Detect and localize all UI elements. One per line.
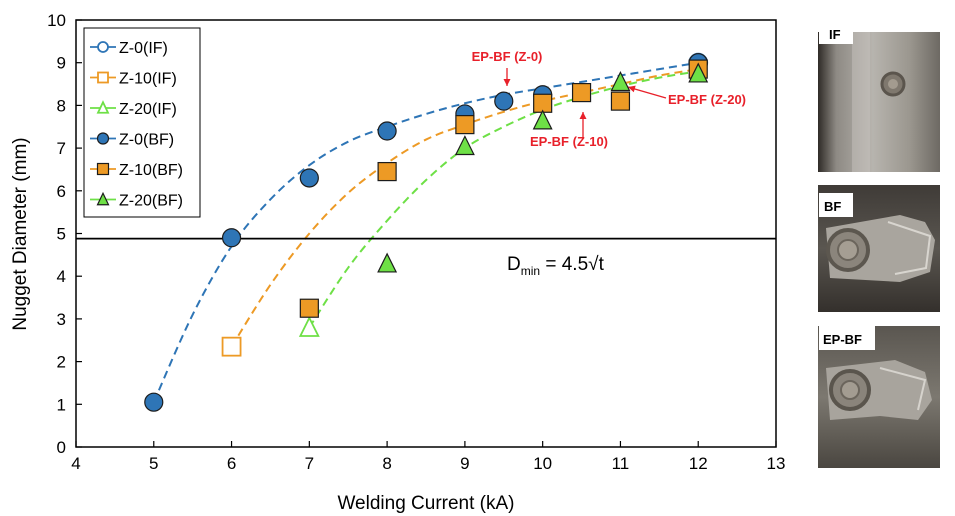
legend-marker	[96, 100, 110, 114]
x-tick-label: 8	[382, 454, 391, 473]
y-tick-label: 7	[57, 139, 66, 158]
annotation-label: EP-BF (Z-10)	[530, 134, 608, 149]
photo-bf-tear-edge	[887, 221, 932, 275]
data-point	[298, 315, 320, 337]
annotations: EP-BF (Z-0) EP-BF (Z-10) EP-BF (Z-20)	[472, 49, 746, 149]
y-tick-label: 5	[57, 225, 66, 244]
y-tick-label: 1	[57, 395, 66, 414]
legend-label: Z-20(BF)	[119, 193, 183, 210]
data-point	[532, 109, 553, 130]
data-point	[144, 392, 164, 412]
photo-panel: IF BF EP-BF	[818, 20, 940, 468]
photo-bf-nugget-core	[837, 239, 859, 261]
data-point	[610, 71, 631, 92]
x-tick-label: 7	[305, 454, 314, 473]
annotation-arrowhead	[628, 85, 636, 93]
y-tick-label: 3	[57, 310, 66, 329]
legend-marker	[96, 162, 110, 176]
data-point	[455, 115, 475, 135]
photo-if: IF	[818, 20, 940, 172]
photo-if-label: IF	[829, 27, 841, 42]
photo-bf-label-bg	[819, 193, 853, 217]
legend-marker	[96, 191, 110, 206]
photo-epbf-nugget-core	[840, 380, 860, 400]
legend-label: Z-10(IF)	[119, 71, 177, 88]
x-tick-label: 4	[71, 454, 80, 473]
dmin-label: Dmin = 4.5√t	[507, 254, 605, 278]
data-point	[221, 228, 242, 248]
photo-if-label-bg	[819, 20, 853, 44]
data-point	[299, 298, 319, 318]
legend-box	[83, 27, 201, 218]
y-tick-label: 0	[57, 438, 66, 457]
legend-marker	[97, 71, 109, 84]
y-tick-label: 8	[57, 96, 66, 115]
legend-label: Z-0(BF)	[119, 132, 174, 149]
x-tick-label: 6	[227, 454, 236, 473]
legend-marker	[96, 132, 110, 145]
photo-epbf-tear-edge	[879, 367, 927, 411]
legend-label: Z-10(BF)	[119, 162, 183, 179]
annotation-arrowhead	[579, 112, 587, 119]
data-point	[377, 252, 398, 273]
data-point	[571, 82, 592, 103]
annotation-label: EP-BF (Z-0)	[472, 49, 543, 64]
photo-if-image	[818, 32, 940, 172]
y-tick-label: 10	[47, 11, 66, 30]
photo-bf-label: BF	[824, 199, 841, 214]
x-axis-title: Welding Current (kA)	[337, 493, 514, 514]
photo-epbf-label-bg	[819, 326, 875, 350]
photo-epbf-label: EP-BF	[823, 332, 862, 347]
data-point	[688, 62, 709, 83]
y-tick-label: 9	[57, 54, 66, 73]
data-point	[610, 91, 631, 111]
y-tick-label: 4	[57, 267, 66, 286]
photo-if-highlight	[852, 32, 870, 172]
x-tick-label: 9	[460, 454, 469, 473]
data-point	[454, 135, 475, 156]
annotation-arrowhead	[503, 79, 511, 86]
data-markers	[144, 52, 709, 412]
data-point	[377, 161, 397, 182]
legend-label: Z-20(IF)	[119, 101, 177, 118]
x-tick-label: 11	[612, 454, 630, 473]
data-point	[299, 168, 319, 188]
photo-bf: BF	[818, 185, 940, 312]
y-axis-title: Nugget Diameter (mm)	[10, 137, 31, 330]
photo-epbf: EP-BF	[818, 326, 940, 468]
y-tick-label: 2	[57, 353, 66, 372]
annotation-label: EP-BF (Z-20)	[668, 92, 746, 107]
legend-label: Z-0(IF)	[119, 40, 168, 57]
photo-if-weld-center	[888, 79, 898, 89]
legend-marker	[97, 41, 109, 53]
x-tick-label: 13	[767, 454, 786, 473]
x-tick-label: 5	[149, 454, 158, 473]
data-point	[377, 121, 397, 141]
legend: Z-0(IF) Z-10(IF) Z-20(IF) Z-0(BF) Z-10(BF) Z-…	[83, 27, 201, 218]
data-point	[494, 91, 514, 111]
x-tick-label: 10	[533, 454, 552, 473]
data-point	[221, 336, 242, 357]
x-tick-label: 12	[689, 454, 708, 473]
y-tick-label: 6	[57, 182, 66, 201]
